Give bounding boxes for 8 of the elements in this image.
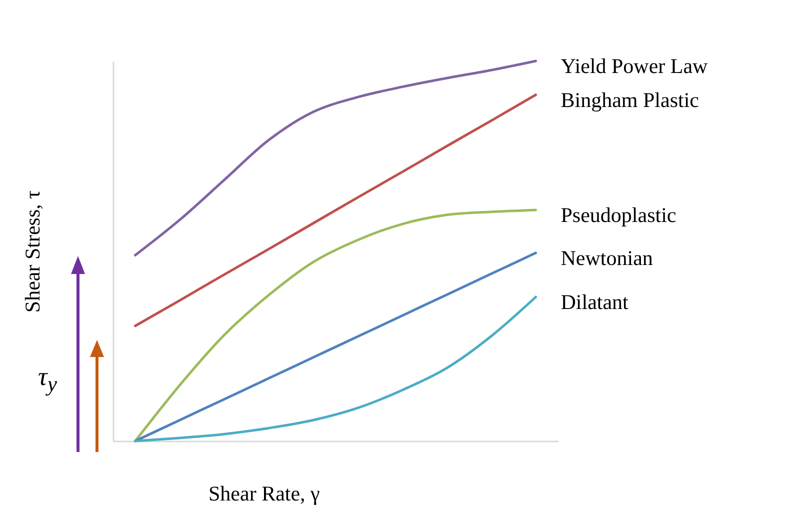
text: τ$_{y}$: [38, 362, 57, 398]
series-label: Bingham Plastic: [560, 88, 699, 112]
x-axis-title: Shear Rate, γ: [208, 482, 320, 506]
y-axis-title: Shear Stress, τ: [20, 190, 44, 313]
series-label: Yield Power Law: [560, 54, 709, 78]
series-label: Newtonian: [560, 246, 654, 270]
series-label: Dilatant: [560, 290, 629, 314]
series-label: Pseudoplastic: [560, 202, 676, 227]
